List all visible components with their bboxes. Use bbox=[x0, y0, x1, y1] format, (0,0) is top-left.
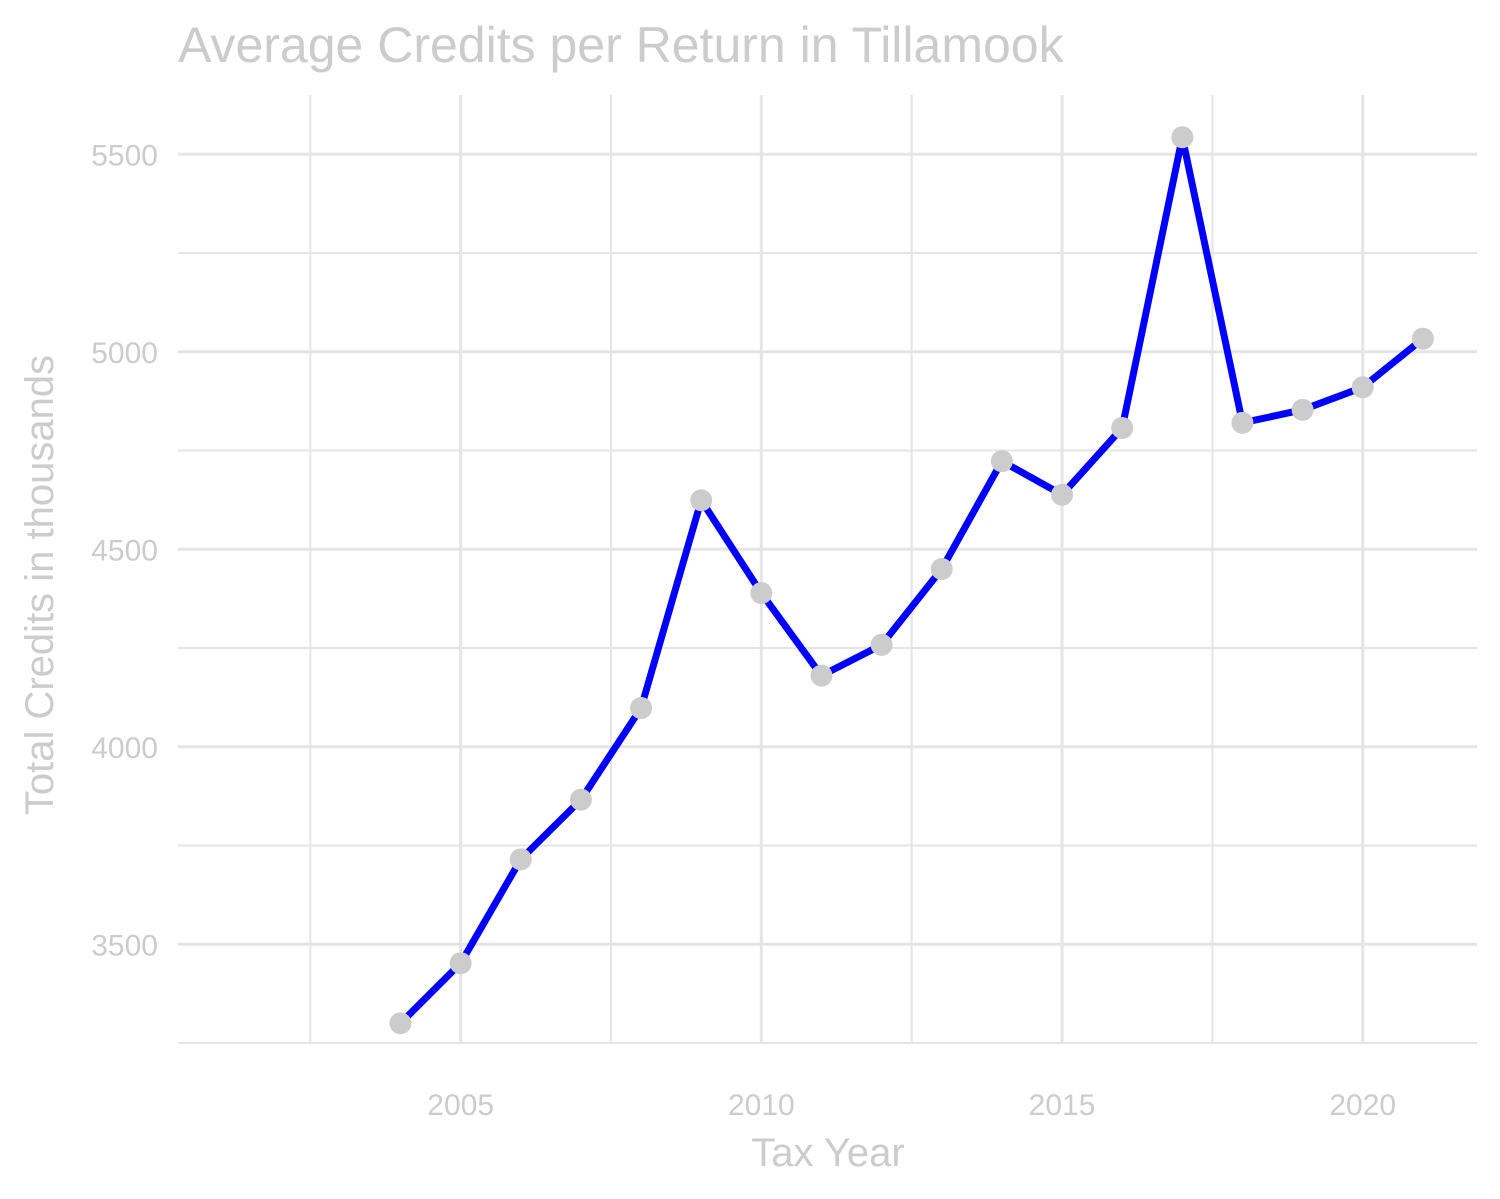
data-point bbox=[630, 697, 653, 720]
series-layer bbox=[389, 126, 1434, 1035]
data-point bbox=[569, 788, 592, 811]
data-point bbox=[990, 450, 1013, 473]
y-tick-label: 5000 bbox=[91, 337, 158, 370]
data-point bbox=[1231, 411, 1254, 434]
x-tick-label: 2010 bbox=[728, 1089, 795, 1122]
x-tick-label: 2005 bbox=[427, 1089, 494, 1122]
data-point bbox=[1351, 376, 1374, 399]
data-point bbox=[750, 582, 773, 605]
data-point bbox=[449, 952, 472, 975]
data-point bbox=[810, 664, 833, 687]
data-point bbox=[509, 848, 532, 871]
x-axis-title: Tax Year bbox=[751, 1131, 904, 1175]
y-tick-label: 3500 bbox=[91, 929, 158, 962]
x-tick-label: 2015 bbox=[1029, 1089, 1096, 1122]
data-point bbox=[930, 558, 953, 580]
data-point bbox=[1051, 483, 1074, 506]
chart-title: Average Credits per Return in Tillamook bbox=[178, 17, 1065, 73]
data-point bbox=[1411, 327, 1434, 350]
data-point bbox=[690, 489, 713, 512]
y-tick-label: 5500 bbox=[91, 139, 158, 172]
data-point bbox=[389, 1012, 412, 1035]
y-tick-label: 4000 bbox=[91, 732, 158, 765]
x-tick-label: 2020 bbox=[1329, 1089, 1396, 1122]
data-point bbox=[870, 633, 893, 656]
data-point bbox=[1291, 398, 1314, 421]
y-tick-label: 4500 bbox=[91, 534, 158, 567]
tick-labels: 3500 4000 4500 5000 5500 2005 2010 2015 2020 bbox=[91, 139, 1396, 1122]
y-axis-title: Total Credits in thousands bbox=[18, 355, 62, 815]
gridlines bbox=[178, 95, 1477, 1044]
data-point bbox=[1171, 126, 1194, 149]
data-point bbox=[1111, 416, 1134, 439]
